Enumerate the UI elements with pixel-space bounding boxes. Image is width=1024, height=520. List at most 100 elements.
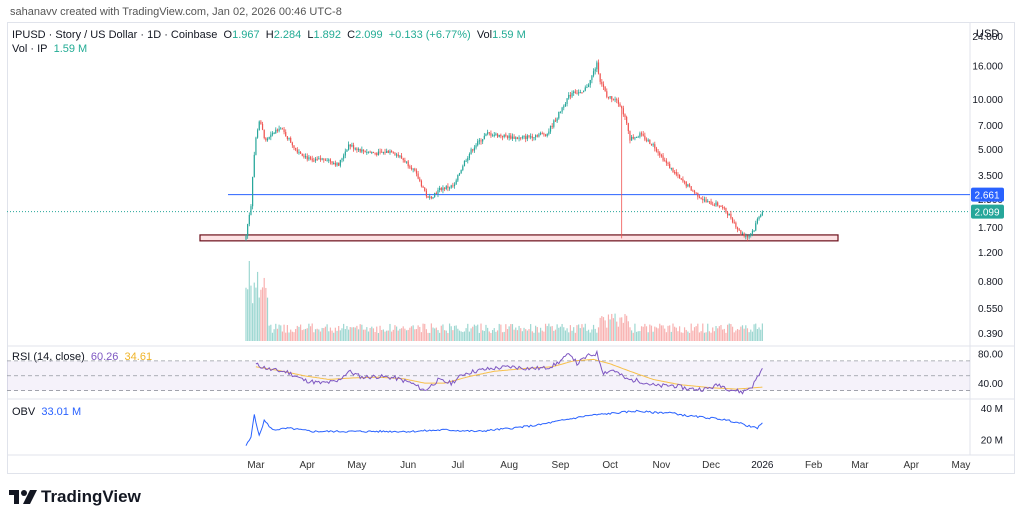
candle-body — [731, 218, 734, 223]
candle-body — [621, 106, 623, 109]
candle-body — [425, 190, 427, 197]
volume-bar — [415, 329, 418, 341]
rsi-legend[interactable]: RSI (14, close) 60.26 34.61 — [12, 351, 152, 363]
volume-bar — [359, 324, 361, 341]
volume-bar — [674, 326, 676, 341]
candle-body — [503, 134, 505, 137]
candle-body — [549, 125, 552, 132]
candle-body — [382, 151, 384, 153]
candle-body — [541, 133, 543, 135]
candle-body — [468, 153, 471, 159]
volume-bar — [488, 331, 490, 341]
volume-legend[interactable]: Vol · IP 1.59 M — [12, 43, 87, 55]
candle-body — [281, 128, 284, 130]
volume-bar — [753, 324, 755, 341]
candle-body — [377, 151, 379, 156]
time-tick-label: Oct — [602, 460, 618, 471]
candle-body — [485, 133, 487, 136]
candle-body — [761, 212, 763, 215]
volume-bar — [341, 328, 343, 341]
candle-body — [261, 124, 264, 130]
volume-bar — [404, 328, 406, 341]
volume-bar — [675, 327, 677, 341]
candle-body — [361, 149, 363, 152]
volume-bar — [664, 328, 666, 341]
change-value: +0.133 (+6.77%) — [388, 29, 471, 41]
candle-body — [354, 148, 356, 150]
volume-bar — [258, 297, 260, 341]
volume-bar — [344, 329, 346, 341]
volume-bar — [298, 326, 300, 341]
candle-body — [536, 135, 538, 137]
candle-body — [548, 131, 550, 134]
candle-body — [513, 136, 515, 139]
volume-bar — [314, 329, 317, 341]
candle-body — [647, 139, 649, 141]
candle-body — [728, 213, 730, 216]
candle-body — [369, 151, 371, 153]
volume-bar — [728, 323, 730, 341]
candle-body — [657, 151, 659, 153]
volume-bar — [571, 330, 573, 341]
volume-bar — [720, 324, 722, 341]
volume-bar — [412, 325, 414, 341]
volume-bar — [652, 331, 654, 341]
candle-body — [314, 158, 317, 161]
volume-bar — [607, 314, 610, 341]
volume-bar — [271, 332, 274, 341]
volume-bar — [364, 329, 366, 341]
level-price-badge — [971, 187, 1004, 202]
candle-body — [538, 134, 540, 137]
candle-body — [727, 212, 729, 216]
candle-body — [722, 206, 724, 208]
candle-body — [617, 100, 619, 104]
candle-body — [556, 118, 558, 122]
symbol-legend[interactable]: IPUSD · Story / US Dollar · 1D · Coinbas… — [12, 29, 526, 41]
volume-bar — [622, 322, 624, 341]
obv-label: OBV — [12, 406, 36, 418]
volume-bar — [306, 328, 308, 341]
volume-bar — [362, 329, 365, 341]
candle-body — [505, 134, 507, 136]
chart-frame — [7, 22, 1015, 474]
candle-body — [561, 107, 563, 112]
volume-bar — [578, 324, 580, 341]
obv-legend[interactable]: OBV 33.01 M — [12, 406, 81, 418]
volume-bar — [594, 328, 596, 341]
volume-bar — [427, 332, 429, 341]
volume-bar — [718, 326, 720, 341]
volume-bar — [352, 327, 355, 341]
candle-body — [483, 135, 485, 140]
candle-body — [535, 135, 537, 138]
candle-body — [705, 199, 707, 203]
candle-body — [713, 204, 715, 206]
candle-body — [629, 131, 631, 141]
volume-bar — [321, 327, 323, 341]
candle-body — [760, 214, 762, 217]
volume-bar — [367, 331, 370, 341]
volume-bar — [513, 329, 515, 341]
candle-body — [420, 180, 423, 187]
time-tick-label: Sep — [552, 460, 570, 471]
candle-body — [349, 144, 351, 147]
time-tick-label: Apr — [299, 460, 315, 471]
candle-body — [682, 179, 684, 182]
volume-bar — [462, 331, 464, 341]
volume-bar — [392, 329, 394, 341]
candle-body — [434, 193, 436, 198]
volume-bar — [334, 327, 336, 341]
candle-body — [604, 86, 606, 92]
volume-bar — [712, 327, 714, 341]
volume-bar — [645, 326, 648, 341]
price-tick-label: 0.390 — [978, 329, 1003, 340]
candle-body — [616, 99, 618, 101]
volume-bar — [349, 327, 351, 341]
tradingview-brand[interactable]: TradingView — [9, 487, 141, 507]
candle-body — [664, 160, 666, 162]
volume-bar — [354, 327, 356, 341]
candle-body — [688, 184, 691, 187]
volume-bar — [276, 328, 279, 341]
candle-body — [455, 180, 457, 185]
volume-bar — [465, 328, 467, 341]
